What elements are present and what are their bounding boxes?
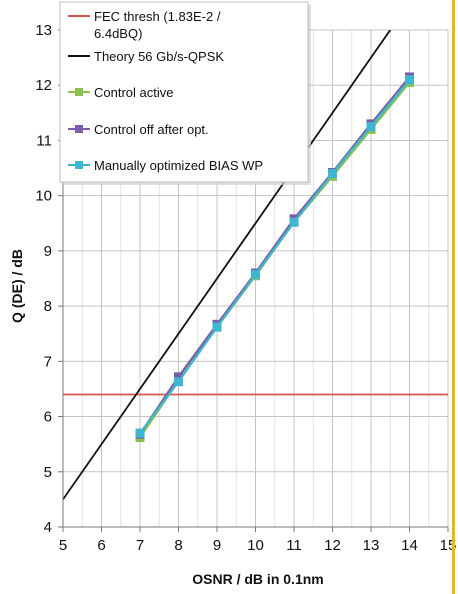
- legend-swatch-marker: [75, 88, 83, 96]
- data-point: [366, 122, 376, 132]
- data-point: [174, 377, 183, 387]
- y-tick-label: 4: [44, 519, 52, 536]
- y-tick-label: 5: [44, 464, 52, 481]
- data-point: [212, 322, 222, 332]
- x-tick-label: 14: [401, 537, 418, 554]
- series-1: [63, 30, 391, 500]
- y-tick-label: 6: [44, 409, 52, 426]
- series-4: [135, 75, 414, 438]
- x-tick-label: 7: [136, 537, 144, 554]
- x-tick-label: 8: [174, 537, 182, 554]
- x-tick-label: 9: [213, 537, 221, 554]
- y-tick-label: 13: [35, 22, 52, 39]
- x-tick-label: 11: [286, 537, 302, 554]
- data-point: [135, 428, 145, 438]
- slide-edge-bar: [452, 0, 455, 594]
- x-tick-label: 6: [97, 537, 105, 554]
- legend-label: Control off after opt.: [94, 122, 209, 137]
- legend-item: FEC thresh (1.83E-2 / 6.4dBQ): [68, 9, 221, 41]
- data-point: [174, 372, 183, 382]
- x-tick-label: 13: [363, 537, 380, 554]
- series-line: [139, 79, 411, 434]
- legend-label: Theory 56 Gb/s-QPSK: [94, 49, 224, 64]
- legend-item: Manually optimized BIAS WP: [68, 158, 263, 173]
- series-line: [63, 30, 391, 500]
- legend-item: Control off after opt.: [68, 122, 209, 137]
- legend-label: Control active: [94, 85, 173, 100]
- legend-label: 6.4dBQ): [94, 26, 142, 41]
- legend-item: Theory 56 Gb/s-QPSK: [68, 49, 224, 64]
- x-axis-title: OSNR / dB in 0.1nm: [192, 571, 323, 587]
- legend-swatch-marker: [75, 161, 83, 169]
- series-layer: [63, 30, 448, 500]
- legend-label: Manually optimized BIAS WP: [94, 158, 263, 173]
- data-point: [328, 169, 337, 179]
- y-axis-title: Q (DE) / dB: [9, 249, 25, 323]
- y-tick-label: 8: [44, 298, 52, 315]
- legend-swatch-marker: [75, 125, 83, 133]
- y-tick-label: 10: [35, 188, 52, 205]
- legend-item: Control active: [68, 85, 173, 100]
- data-point: [405, 75, 414, 85]
- legend-label: FEC thresh (1.83E-2 /: [94, 9, 221, 24]
- y-tick-label: 7: [44, 353, 52, 370]
- x-tick-label: 10: [247, 537, 264, 554]
- data-point: [251, 270, 260, 280]
- y-tick-label: 9: [44, 243, 52, 260]
- y-tick-label: 12: [35, 77, 52, 94]
- x-tick-label: 12: [324, 537, 341, 554]
- x-tick-label: 5: [59, 537, 67, 554]
- data-point: [289, 217, 299, 227]
- series-line: [139, 76, 411, 435]
- legend: FEC thresh (1.83E-2 / 6.4dBQ) Theory 56 Gb…: [59, 1, 311, 185]
- legend-box: [59, 1, 309, 183]
- y-tick-label: 11: [36, 132, 52, 149]
